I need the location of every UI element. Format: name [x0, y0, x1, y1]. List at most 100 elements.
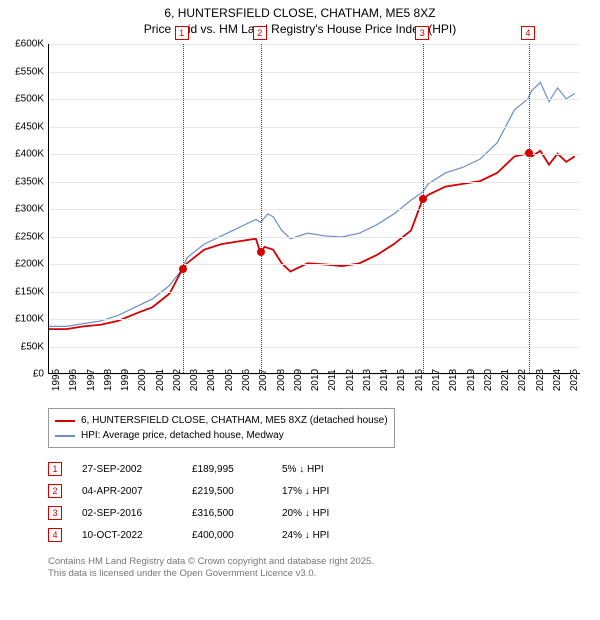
marker-line: [423, 44, 424, 373]
x-tick-label: 2022: [517, 369, 528, 391]
event-price: £316,500: [192, 508, 282, 519]
x-tick-label: 2011: [327, 369, 338, 391]
gridline: [49, 237, 580, 238]
event-date: 27-SEP-2002: [82, 464, 192, 475]
x-tick-label: 2012: [345, 369, 356, 391]
legend-box: 6, HUNTERSFIELD CLOSE, CHATHAM, ME5 8XZ …: [48, 408, 395, 448]
title-line1: 6, HUNTERSFIELD CLOSE, CHATHAM, ME5 8XZ: [0, 6, 600, 22]
title-block: 6, HUNTERSFIELD CLOSE, CHATHAM, ME5 8XZ …: [0, 0, 600, 37]
chart-container: 6, HUNTERSFIELD CLOSE, CHATHAM, ME5 8XZ …: [0, 0, 600, 620]
gridline: [49, 154, 580, 155]
marker-box: 1: [175, 26, 189, 40]
marker-box: 2: [253, 26, 267, 40]
y-tick-label: £150K: [15, 286, 44, 297]
event-diff: 17% ↓ HPI: [282, 486, 382, 497]
legend-row: HPI: Average price, detached house, Medw…: [55, 428, 388, 443]
x-tick-label: 2006: [241, 369, 252, 391]
x-tick-label: 2003: [189, 369, 200, 391]
event-table: 1 27-SEP-2002£189,9955% ↓ HPI 2 04-APR-2007…: [48, 458, 382, 546]
gridline: [49, 319, 580, 320]
x-tick-label: 2016: [414, 369, 425, 391]
title-line2: Price paid vs. HM Land Registry's House …: [0, 22, 600, 38]
series-hpi: [49, 82, 575, 326]
gridline: [49, 264, 580, 265]
gridline: [49, 182, 580, 183]
gridline: [49, 347, 580, 348]
marker-line: [183, 44, 184, 373]
x-tick-label: 1998: [103, 369, 114, 391]
y-tick-label: £400K: [15, 149, 44, 160]
x-tick-label: 2002: [172, 369, 183, 391]
legend-label: 6, HUNTERSFIELD CLOSE, CHATHAM, ME5 8XZ …: [81, 413, 388, 428]
marker-box: 3: [415, 26, 429, 40]
y-tick-label: £550K: [15, 66, 44, 77]
event-date: 02-SEP-2016: [82, 508, 192, 519]
event-diff: 24% ↓ HPI: [282, 530, 382, 541]
event-row: 302-SEP-2016£316,50020% ↓ HPI: [48, 502, 382, 524]
x-tick-label: 2009: [293, 369, 304, 391]
x-tick-label: 2020: [483, 369, 494, 391]
x-tick-label: 2008: [276, 369, 287, 391]
x-tick-label: 2017: [431, 369, 442, 391]
event-price: £189,995: [192, 464, 282, 475]
event-row: 1 27-SEP-2002£189,9955% ↓ HPI: [48, 458, 382, 480]
y-tick-label: £300K: [15, 204, 44, 215]
x-tick-label: 2025: [569, 369, 580, 391]
x-tick-label: 1999: [120, 369, 131, 391]
gridline: [49, 72, 580, 73]
footnote-2: This data is licensed under the Open Gov…: [48, 568, 374, 580]
event-row: 4 10-OCT-2022£400,00024% ↓ HPI: [48, 524, 382, 546]
sale-point: [525, 149, 533, 157]
marker-line: [261, 44, 262, 373]
event-num-box: 1: [48, 462, 62, 476]
gridline: [49, 44, 580, 45]
x-tick-label: 2018: [448, 369, 459, 391]
plot-area: [48, 44, 580, 374]
y-tick-label: £200K: [15, 259, 44, 270]
y-tick-label: £0: [33, 369, 44, 380]
x-tick-label: 2024: [552, 369, 563, 391]
marker-line: [529, 44, 530, 373]
gridline: [49, 209, 580, 210]
event-price: £219,500: [192, 486, 282, 497]
x-tick-label: 2001: [155, 369, 166, 391]
x-tick-label: 1995: [51, 369, 62, 391]
x-tick-label: 2007: [258, 369, 269, 391]
marker-box: 4: [521, 26, 535, 40]
x-tick-label: 2000: [137, 369, 148, 391]
y-tick-label: £250K: [15, 231, 44, 242]
y-tick-label: £500K: [15, 94, 44, 105]
event-diff: 5% ↓ HPI: [282, 464, 382, 475]
sale-point: [179, 265, 187, 273]
legend-label: HPI: Average price, detached house, Medw…: [81, 428, 284, 443]
x-tick-label: 2014: [379, 369, 390, 391]
event-diff: 20% ↓ HPI: [282, 508, 382, 519]
x-tick-label: 2023: [535, 369, 546, 391]
x-tick-label: 2005: [224, 369, 235, 391]
event-num-box: 4: [48, 528, 62, 542]
y-tick-label: £50K: [21, 341, 44, 352]
x-tick-label: 1996: [68, 369, 79, 391]
event-price: £400,000: [192, 530, 282, 541]
gridline: [49, 127, 580, 128]
event-row: 2 04-APR-2007£219,50017% ↓ HPI: [48, 480, 382, 502]
x-tick-label: 2004: [206, 369, 217, 391]
event-date: 04-APR-2007: [82, 486, 192, 497]
x-tick-label: 2015: [396, 369, 407, 391]
footnotes: Contains HM Land Registry data © Crown c…: [48, 556, 374, 581]
legend-swatch: [55, 435, 75, 437]
y-tick-label: £100K: [15, 314, 44, 325]
event-date: 10-OCT-2022: [82, 530, 192, 541]
y-tick-label: £450K: [15, 121, 44, 132]
x-tick-label: 2019: [466, 369, 477, 391]
x-tick-label: 2021: [500, 369, 511, 391]
series-property: [49, 151, 575, 329]
legend-swatch: [55, 420, 75, 422]
x-tick-label: 1997: [86, 369, 97, 391]
event-num-box: 2: [48, 484, 62, 498]
sale-point: [257, 248, 265, 256]
footnote-1: Contains HM Land Registry data © Crown c…: [48, 556, 374, 568]
y-tick-label: £600K: [15, 39, 44, 50]
legend-row: 6, HUNTERSFIELD CLOSE, CHATHAM, ME5 8XZ …: [55, 413, 388, 428]
x-tick-label: 2013: [362, 369, 373, 391]
